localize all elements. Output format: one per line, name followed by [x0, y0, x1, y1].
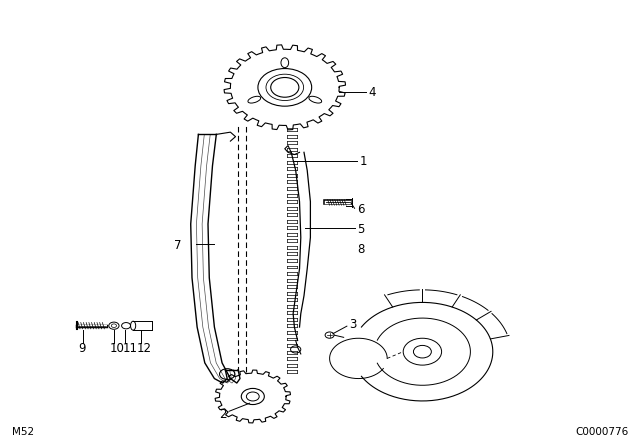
- Text: 5: 5: [357, 223, 365, 236]
- Text: 1: 1: [360, 155, 367, 168]
- Text: 6: 6: [357, 202, 365, 216]
- Text: 3: 3: [349, 318, 356, 332]
- Text: 7: 7: [174, 238, 182, 252]
- Text: C0000776: C0000776: [575, 427, 628, 437]
- Text: 8: 8: [357, 243, 365, 256]
- Text: M52: M52: [12, 427, 34, 437]
- Text: 2: 2: [219, 408, 227, 421]
- Text: 10: 10: [110, 342, 125, 355]
- Text: 12: 12: [136, 342, 151, 355]
- Text: 11: 11: [123, 342, 138, 355]
- Text: 9: 9: [79, 342, 86, 355]
- Text: 4: 4: [369, 86, 376, 99]
